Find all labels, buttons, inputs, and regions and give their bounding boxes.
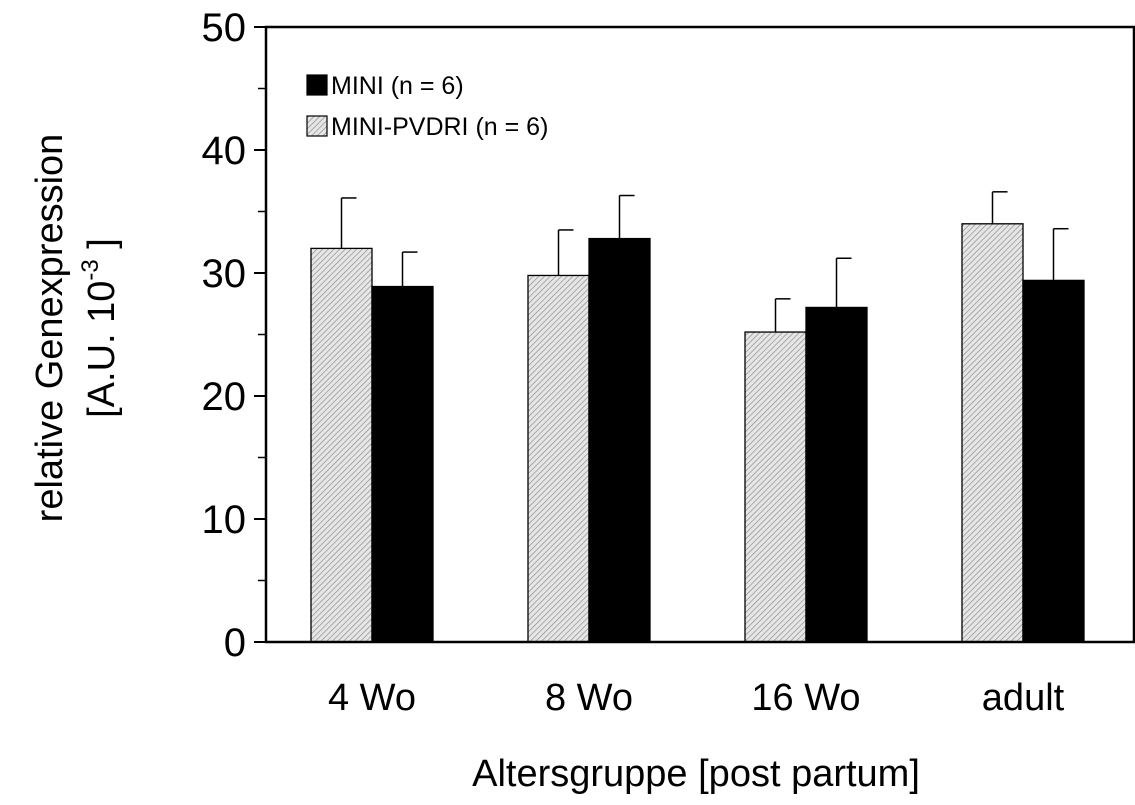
legend: MINI (n = 6) MINI-PVDRI (n = 6) <box>306 72 548 141</box>
x-category-label: 16 Wo <box>751 677 860 719</box>
bars <box>310 223 1085 643</box>
y-tick-label: 40 <box>202 129 247 173</box>
bar-mini-pvdri <box>310 247 373 643</box>
category-labels: 4 Wo 8 Wo 16 Wo adult <box>328 677 1065 719</box>
y-axis-title-line2-suffix: ] <box>81 238 123 259</box>
y-axis-title-line2-prefix: [A.U. 10 <box>81 281 123 418</box>
bar-mini <box>588 237 651 643</box>
bar-mini <box>805 306 868 643</box>
y-axis-title: relative Genexpression [A.U. 10-3 ] <box>29 134 123 523</box>
x-category-label: 4 Wo <box>328 677 416 719</box>
y-tick-label: 0 <box>224 621 246 665</box>
y-axis-ticks: 0 10 20 30 40 50 <box>202 6 266 665</box>
legend-label-mini-pvdri: MINI-PVDRI (n = 6) <box>331 113 548 141</box>
legend-label-mini: MINI (n = 6) <box>331 72 464 100</box>
error-bars <box>340 191 1069 333</box>
y-tick-label: 50 <box>202 6 247 50</box>
y-axis-title-line1: relative Genexpression <box>29 134 71 523</box>
x-category-label: adult <box>982 677 1065 719</box>
y-axis-title-superscript: -3 <box>77 259 104 280</box>
bar-mini-pvdri <box>961 223 1024 643</box>
y-tick-label: 10 <box>202 498 247 542</box>
x-axis-title: Altersgruppe [post partum] <box>472 753 920 795</box>
legend-swatch-mini-pvdri <box>306 115 328 137</box>
bar-mini-pvdri <box>527 274 590 643</box>
y-axis-title-line2: [A.U. 10-3 ] <box>77 238 123 418</box>
x-category-label: 8 Wo <box>545 677 633 719</box>
plot-frame <box>264 25 1135 644</box>
bar-mini-pvdri <box>744 331 807 643</box>
y-tick-label: 20 <box>202 375 247 419</box>
bar-mini <box>1022 279 1085 643</box>
y-tick-label: 30 <box>202 252 247 296</box>
bar-mini <box>371 285 434 643</box>
legend-swatch-mini <box>306 74 328 96</box>
